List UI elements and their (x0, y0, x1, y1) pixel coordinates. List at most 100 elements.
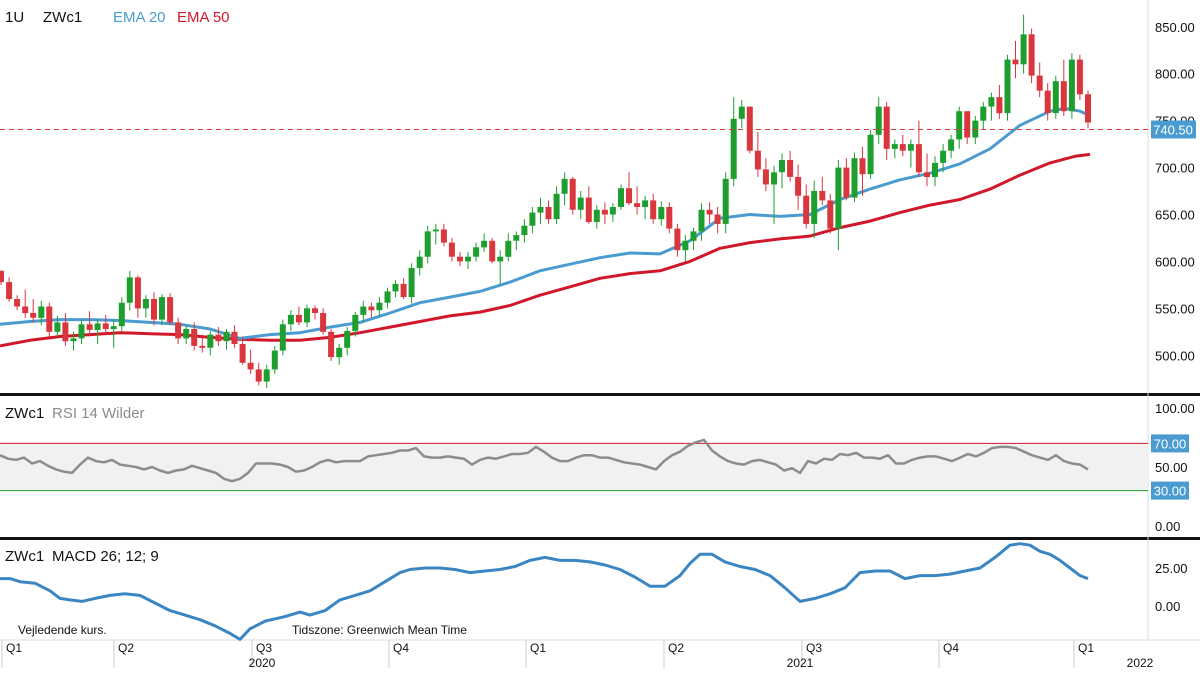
rsi-axis: 100.00 50.00 0.00 70.00 30.00 (1151, 401, 1195, 534)
candle (279, 319, 286, 356)
ema50-legend[interactable]: EMA 50 (177, 9, 230, 26)
candle (585, 186, 592, 224)
candle-body (827, 200, 834, 229)
candle (553, 186, 560, 224)
candle-body (424, 231, 431, 257)
candle-body (360, 306, 367, 315)
candle-body (819, 191, 826, 201)
candle (658, 201, 665, 226)
macd-panel[interactable]: 25.00 0.00 ZWc1 MACD 26; 12; 9 (0, 542, 1188, 641)
candle (0, 270, 4, 285)
candle (730, 97, 737, 187)
candle (14, 295, 21, 311)
quarter-label: Q1 (530, 641, 546, 655)
candle-body (191, 329, 198, 346)
candle-body (22, 306, 29, 314)
rsi-indicator-label[interactable]: RSI 14 Wilder (52, 405, 145, 422)
interval-label[interactable]: 1U (5, 9, 24, 26)
candle-body (223, 331, 230, 342)
candle-body (706, 209, 713, 215)
macd-symbol-label: ZWc1 (5, 548, 44, 565)
candle (432, 223, 439, 245)
candle-body (1012, 59, 1019, 65)
ema20-legend[interactable]: EMA 20 (113, 9, 166, 26)
candle (1060, 59, 1067, 116)
candle-body (932, 162, 938, 177)
candle (545, 200, 552, 224)
price-tick-label: 600.00 (1155, 254, 1195, 269)
candle-body (457, 256, 463, 262)
price-panel[interactable]: 850.00800.00750.00700.00650.00600.00550.… (0, 14, 1196, 389)
candle-body (867, 134, 874, 175)
candle-body (940, 150, 947, 163)
candle (529, 207, 536, 234)
candle (1076, 54, 1083, 100)
quarter-label: Q2 (118, 641, 134, 655)
candle-body (545, 207, 552, 220)
rsi-oversold-tag-label: 30.00 (1154, 484, 1187, 499)
candle-body (400, 283, 407, 297)
candle (932, 156, 938, 187)
candle (601, 202, 608, 224)
rsi-tick-label: 100.00 (1155, 401, 1195, 416)
candle-body (408, 268, 415, 298)
candle (795, 164, 802, 210)
rsi-neutral-band (0, 443, 1148, 491)
candle (787, 150, 794, 182)
candle (448, 238, 455, 262)
candle-body (1052, 81, 1059, 114)
candle (634, 186, 641, 215)
macd-line (0, 542, 1089, 641)
candle (320, 308, 327, 335)
quarter-label: Q3 (806, 641, 822, 655)
rsi-panel[interactable]: 100.00 50.00 0.00 70.00 30.00 ZWc1 RSI 14 Wi… (0, 401, 1195, 534)
candle (746, 106, 753, 154)
candle (207, 330, 214, 356)
quarter-label: Q4 (943, 641, 959, 655)
candle (22, 289, 29, 318)
candle (666, 202, 673, 234)
candle (819, 176, 826, 206)
candle-body (771, 172, 777, 185)
candle-body (690, 231, 697, 241)
candle-body (473, 247, 480, 257)
candle (875, 97, 882, 145)
candle (706, 202, 713, 224)
candle-body (271, 350, 278, 370)
candle (593, 205, 600, 229)
candle (899, 134, 906, 157)
candle-body (779, 160, 785, 173)
macd-tick-label: 0.00 (1155, 599, 1180, 614)
candle-body (448, 242, 455, 257)
candle (827, 193, 834, 234)
candle (287, 310, 294, 331)
candle (400, 278, 407, 299)
candle-body (62, 322, 69, 342)
last-price-tag (1151, 120, 1196, 139)
candle-body (30, 313, 37, 318)
candle (473, 242, 480, 262)
candle-body (247, 362, 254, 370)
candle-body (835, 167, 842, 229)
candle (328, 329, 335, 361)
macd-axis: 25.00 0.00 (1155, 561, 1188, 614)
candle-body (376, 302, 383, 311)
candle (1036, 62, 1043, 98)
candle (167, 293, 174, 326)
symbol-label[interactable]: ZWc1 (43, 9, 82, 26)
quarter-label: Q3 (256, 641, 272, 655)
candle (62, 313, 69, 346)
candle-body (859, 158, 866, 175)
candle (674, 223, 681, 257)
candle-body (344, 330, 351, 348)
macd-indicator-label[interactable]: MACD 26; 12; 9 (52, 548, 159, 565)
candle (980, 101, 987, 130)
quarter-label: Q1 (1078, 641, 1094, 655)
candle-body (1044, 90, 1051, 114)
candle-body (988, 97, 995, 107)
candle (722, 172, 729, 234)
candle-body (618, 188, 624, 207)
candle (110, 319, 117, 348)
candle-body (231, 331, 238, 344)
